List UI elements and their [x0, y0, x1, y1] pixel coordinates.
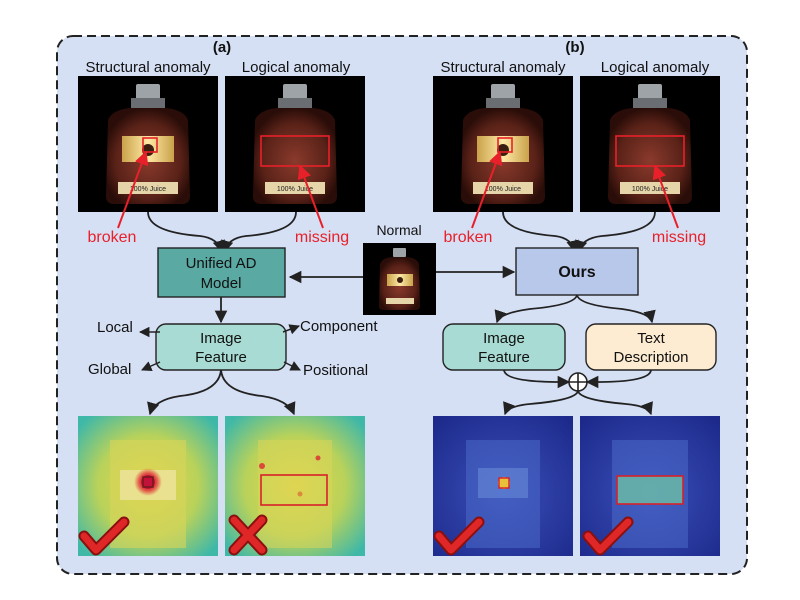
feature-b-line1: Image	[483, 330, 525, 347]
text-description-box: Text Description	[585, 323, 717, 371]
anomaly-box	[498, 477, 510, 489]
feature-a-line2: Feature	[195, 349, 247, 366]
cross-icon	[228, 514, 268, 556]
anomaly-box	[615, 135, 685, 167]
image-feature-box-b: Image Feature	[442, 323, 566, 371]
anomaly-box	[260, 474, 328, 506]
panel-b-structural-title: Structural anomaly	[440, 59, 566, 76]
photo-a-structural: 100% Juice	[78, 76, 218, 212]
heatmap-a-structural	[78, 416, 218, 556]
anomaly-box	[142, 137, 158, 153]
check-icon	[78, 516, 130, 556]
flow-ours-to-text	[576, 294, 656, 324]
positional-label: Positional	[303, 362, 368, 379]
jar-label-text: 100% Juice	[632, 186, 668, 193]
flow-feature-a-to-heatmap-structural	[147, 369, 222, 416]
feature-b-line2: Feature	[478, 349, 530, 366]
anomaly-box	[616, 475, 684, 505]
check-icon	[433, 516, 485, 556]
broken-label-a: broken	[88, 229, 137, 246]
unified-ad-model-box: Unified AD Model	[157, 247, 286, 298]
jar-label-text: 100% Juice	[277, 186, 313, 193]
image-feature-box-a: Image Feature	[155, 323, 287, 371]
jar-label-text: 100% Juice	[485, 186, 521, 193]
text-desc-line2: Description	[613, 349, 688, 366]
fusion-oplus-icon	[568, 372, 588, 392]
panel-b-label: (b)	[565, 39, 584, 56]
global-arrow	[141, 361, 161, 371]
heatmap-b-logical	[580, 416, 720, 556]
photo-a-logical: 100% Juice	[225, 76, 365, 212]
ours-model-box: Ours	[515, 247, 639, 296]
flow-a-logical-to-model	[221, 211, 297, 254]
broken-arrow-a	[117, 150, 149, 229]
flow-b-logical-to-model	[575, 211, 656, 254]
heatmap-b-structural	[433, 416, 573, 556]
component-arrow	[282, 324, 300, 335]
missing-label-b: missing	[652, 229, 706, 246]
broken-label-b: broken	[444, 229, 493, 246]
anomaly-box	[497, 137, 513, 153]
missing-arrow-b	[652, 164, 679, 229]
panel-a-structural-title: Structural anomaly	[85, 59, 211, 76]
flow-b-structural-to-model	[502, 211, 579, 254]
check-icon	[582, 516, 634, 556]
component-label: Component	[300, 318, 378, 335]
local-label: Local	[97, 319, 133, 336]
panel-a-logical-title: Logical anomaly	[242, 59, 351, 76]
broken-arrow-b	[471, 150, 503, 229]
panel-a-label: (a)	[213, 39, 231, 56]
flow-feature-a-to-heatmap-logical	[220, 369, 296, 416]
unified-model-line2: Model	[201, 275, 242, 292]
photo-normal	[363, 243, 436, 315]
missing-arrow-a	[297, 164, 324, 229]
normal-label: Normal	[376, 222, 421, 238]
unified-model-line1: Unified AD	[186, 255, 257, 272]
photo-b-logical: 100% Juice	[580, 76, 720, 212]
anomaly-box	[142, 476, 154, 488]
missing-label-a: missing	[295, 229, 349, 246]
global-label: Global	[88, 361, 131, 378]
feature-a-line1: Image	[200, 330, 242, 347]
anomaly-box	[260, 135, 330, 167]
ours-label: Ours	[558, 264, 595, 281]
flow-fusion-to-heatmap-structural	[503, 390, 579, 416]
photo-b-structural: 100% Juice	[433, 76, 573, 212]
positional-arrow	[283, 361, 301, 371]
text-desc-line1: Text	[637, 330, 665, 347]
flow-feature-b-to-fusion	[503, 369, 571, 389]
flow-text-to-fusion	[585, 369, 652, 389]
jar-label-text: 100% Juice	[130, 186, 166, 193]
flow-ours-to-feature	[494, 294, 578, 324]
flow-fusion-to-heatmap-logical	[577, 390, 653, 416]
panel-b-logical-title: Logical anomaly	[601, 59, 710, 76]
flow-a-structural-to-model	[147, 211, 225, 254]
